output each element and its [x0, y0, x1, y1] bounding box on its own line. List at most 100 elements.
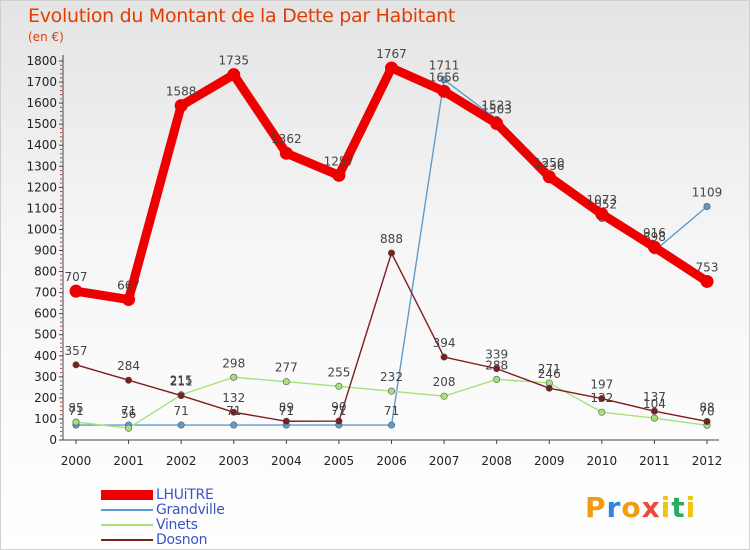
y-minor-tick: [60, 431, 62, 433]
data-point: [69, 284, 83, 298]
data-label: 707: [65, 270, 88, 284]
data-label: 1588: [166, 85, 197, 99]
data-point: [332, 168, 346, 182]
y-minor-tick: [60, 414, 62, 416]
y-minor-tick: [60, 199, 62, 201]
data-label: 246: [538, 367, 561, 381]
data-label: 71: [279, 404, 294, 418]
data-point: [595, 207, 609, 221]
legend-swatch: [101, 523, 153, 526]
y-minor-tick: [60, 153, 62, 155]
data-label: 90: [331, 400, 346, 414]
x-tick-label: 2002: [166, 454, 197, 468]
y-minor-tick: [60, 64, 62, 66]
legend-label: Vinets: [156, 516, 198, 533]
data-label: 667: [117, 279, 140, 293]
y-tick-label: 1400: [26, 138, 57, 152]
x-tick-label: 2006: [376, 454, 407, 468]
data-point: [650, 414, 658, 422]
y-tick-label: 400: [34, 349, 57, 363]
y-minor-tick: [60, 119, 62, 121]
data-label: 1257: [324, 154, 355, 168]
legend-swatch: [101, 538, 153, 541]
y-minor-tick: [60, 237, 62, 239]
data-label: 1656: [429, 70, 460, 84]
x-tick-label: 2009: [534, 454, 565, 468]
chart-legend: LHUiTRE Grandville Vinets Dosnon: [101, 487, 225, 548]
legend-item: LHUiTRE: [101, 487, 225, 503]
y-minor-tick: [60, 73, 62, 75]
y-minor-tick: [60, 216, 62, 218]
y-minor-tick: [60, 258, 62, 260]
brand-letter: x: [641, 491, 661, 524]
legend-swatch: [101, 489, 153, 500]
y-tick-label: 900: [34, 244, 57, 258]
y-minor-tick: [60, 245, 62, 247]
y-minor-tick: [60, 220, 62, 222]
y-tick-label: 800: [34, 265, 57, 279]
legend-item: Vinets: [101, 516, 225, 533]
data-point: [387, 421, 395, 429]
data-point: [440, 353, 448, 361]
data-label: 211: [170, 375, 193, 389]
y-minor-tick: [60, 338, 62, 340]
y-minor-tick: [60, 68, 62, 70]
data-point: [174, 99, 188, 113]
data-point: [122, 293, 136, 307]
legend-item: Grandville: [101, 502, 225, 518]
y-minor-tick: [60, 182, 62, 184]
data-label: 71: [68, 404, 83, 418]
brand-letter: i: [685, 491, 697, 524]
y-minor-tick: [60, 342, 62, 344]
y-minor-tick: [60, 254, 62, 256]
data-label: 916: [643, 226, 666, 240]
data-label: 357: [65, 344, 88, 358]
y-minor-tick: [60, 384, 62, 386]
data-label: 1735: [218, 54, 249, 68]
y-minor-tick: [60, 363, 62, 365]
y-minor-tick: [60, 136, 62, 138]
data-point: [440, 392, 448, 400]
data-label: 70: [699, 404, 714, 418]
y-minor-tick: [60, 89, 62, 91]
y-minor-tick: [60, 426, 62, 428]
y-tick-label: 1500: [26, 117, 57, 131]
x-tick-label: 2010: [587, 454, 618, 468]
y-minor-tick: [60, 191, 62, 193]
data-label: 104: [643, 397, 666, 411]
data-point: [227, 68, 241, 82]
data-label: 89: [279, 400, 294, 414]
y-tick-label: 600: [34, 307, 57, 321]
brand-letter: t: [671, 491, 686, 524]
y-tick-label: 0: [49, 433, 57, 447]
data-label: 197: [590, 378, 613, 392]
chart-title: Evolution du Montant de la Dette par Hab…: [28, 5, 456, 27]
data-point: [542, 170, 556, 184]
data-point: [125, 376, 133, 384]
y-minor-tick: [60, 174, 62, 176]
data-label: 271: [538, 362, 561, 376]
y-minor-tick: [60, 380, 62, 382]
x-tick-label: 2007: [429, 454, 460, 468]
y-minor-tick: [60, 212, 62, 214]
y-minor-tick: [60, 317, 62, 319]
y-tick-label: 1200: [26, 180, 57, 194]
data-label: 1109: [692, 185, 723, 199]
y-tick-label: 500: [34, 328, 57, 342]
data-label: 277: [275, 361, 298, 375]
y-minor-tick: [60, 266, 62, 268]
y-minor-tick: [60, 127, 62, 129]
chart-subtitle: (en €): [28, 30, 64, 44]
y-minor-tick: [60, 157, 62, 159]
data-point: [387, 249, 395, 257]
y-tick-label: 1700: [26, 75, 57, 89]
data-point: [385, 61, 398, 75]
data-label: 1250: [534, 156, 565, 170]
y-tick-label: 100: [34, 412, 57, 426]
data-label: 888: [380, 232, 403, 246]
data-label: 1503: [481, 103, 512, 117]
y-tick-label: 300: [34, 370, 57, 384]
y-minor-tick: [60, 224, 62, 226]
